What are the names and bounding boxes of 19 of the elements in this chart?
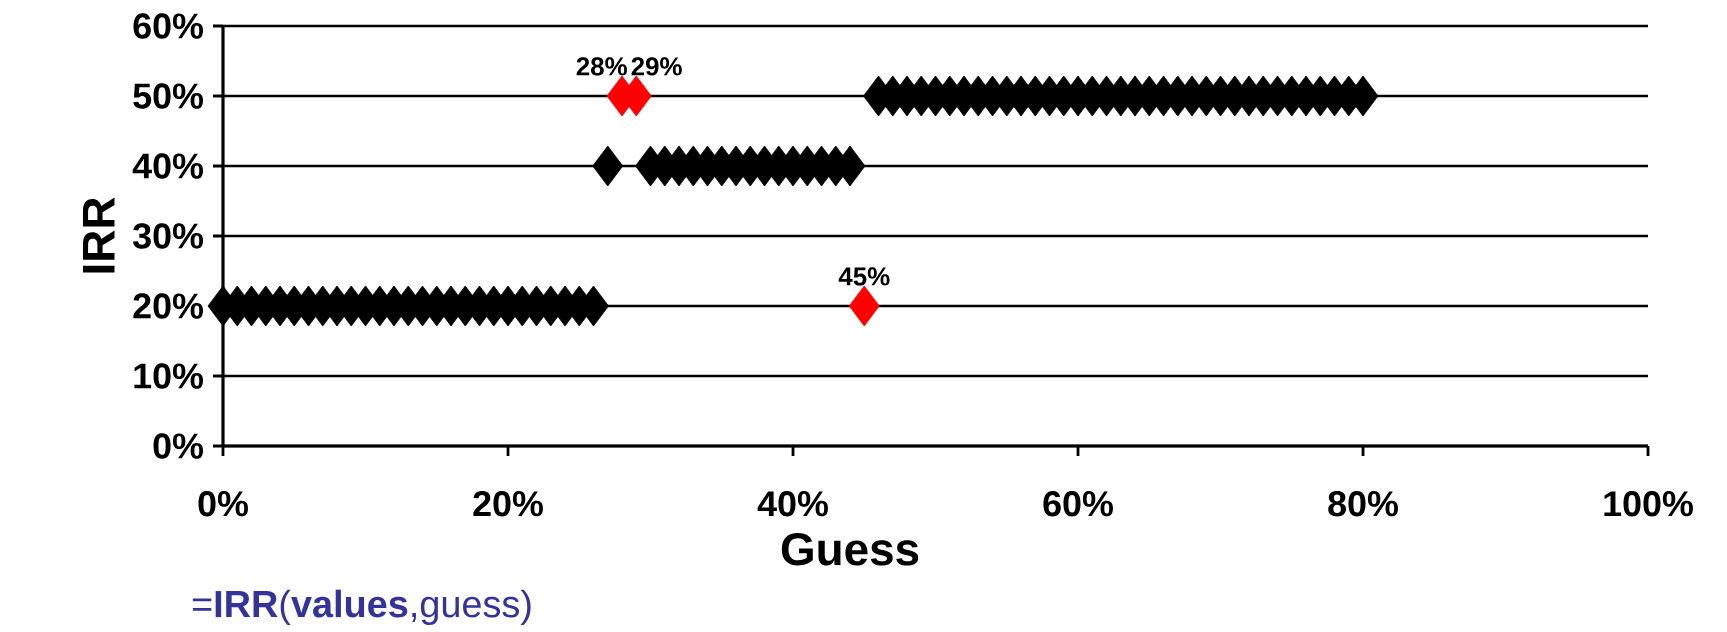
x-tick-label: 60%	[1043, 491, 1113, 517]
x-tick-label: 20%	[473, 491, 543, 517]
y-tick-label: 50%	[133, 83, 203, 109]
annotation: 45%	[838, 267, 890, 286]
x-tick-label: 40%	[757, 491, 828, 517]
y-tick-label: 0%	[153, 433, 203, 459]
annotation: 28%	[576, 57, 627, 76]
x-axis-title: Guess	[781, 533, 919, 566]
y-tick-label: 60%	[133, 13, 203, 39]
text: =IRR(values,guess)	[192, 589, 531, 625]
annotation: 29%	[631, 57, 682, 76]
y-tick-label: 30%	[132, 223, 203, 249]
x-tick-label: 80%	[1328, 491, 1398, 517]
x-tick-label: 100%	[1604, 491, 1693, 517]
y-tick-label: 20%	[133, 293, 203, 319]
x-tick-label: 0%	[198, 491, 248, 517]
y-axis-title: IRR	[82, 197, 115, 273]
y-tick-label: 10%	[134, 363, 203, 389]
y-tick-label: 40%	[132, 153, 203, 179]
